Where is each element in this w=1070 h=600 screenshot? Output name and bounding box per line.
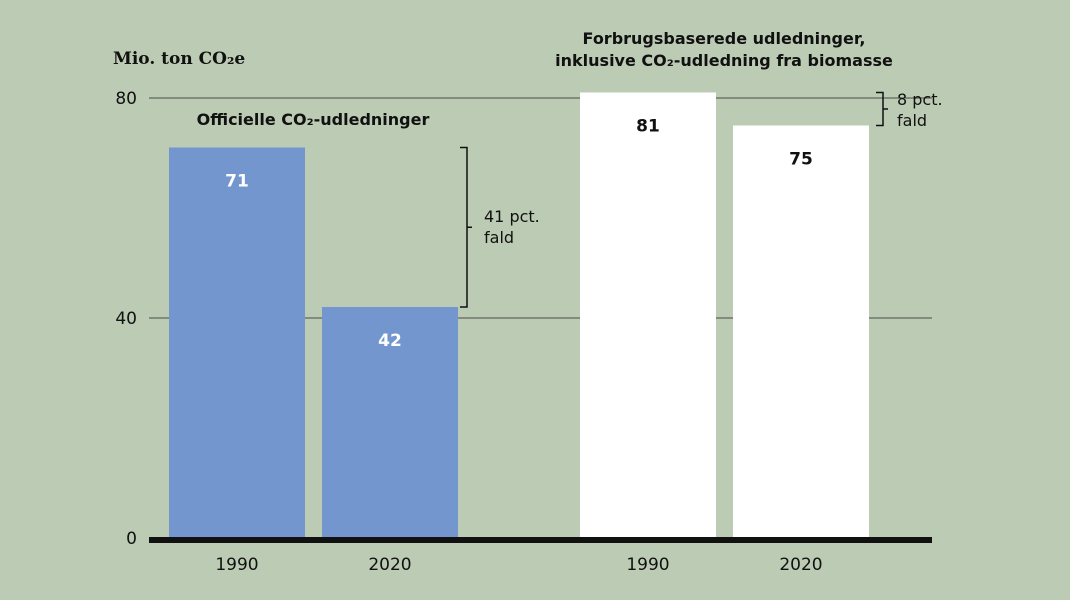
consumption-change-label-line-1: 8 pct. bbox=[897, 90, 943, 109]
consumption-change-label-line-2: fald bbox=[897, 111, 927, 130]
y-axis-unit-label: Mio. ton CO₂e bbox=[113, 49, 245, 69]
value-label-0-2020: 42 bbox=[378, 331, 402, 351]
x-tick-label-1-1990: 1990 bbox=[626, 555, 669, 575]
official-change-label-line-1: 41 pct. bbox=[484, 207, 540, 226]
official-change-bracket bbox=[460, 146, 468, 308]
x-tick-label-0-1990: 1990 bbox=[215, 555, 258, 575]
x-tick-label-0-2020: 2020 bbox=[368, 555, 411, 575]
bar-1-2020 bbox=[733, 125, 869, 538]
bars bbox=[169, 92, 869, 538]
value-label-1-2020: 75 bbox=[789, 150, 813, 170]
y-tick-label-0: 0 bbox=[126, 529, 137, 549]
value-label-1-1990: 81 bbox=[636, 117, 660, 137]
consumption-change-bracket bbox=[876, 91, 884, 127]
value-label-0-1990: 71 bbox=[225, 172, 249, 192]
bar-0-1990 bbox=[169, 147, 305, 538]
group-title-official: Officielle CO₂-udledninger bbox=[197, 110, 430, 129]
y-tick-label-80: 80 bbox=[115, 89, 137, 109]
group-title-consumption-line-2: inklusive CO₂-udledning fra biomasse bbox=[555, 51, 893, 70]
official-change-label-line-2: fald bbox=[484, 228, 514, 247]
bar-1-1990 bbox=[580, 92, 716, 538]
bar-0-2020 bbox=[322, 307, 458, 538]
y-tick-label-40: 40 bbox=[115, 309, 137, 329]
x-tick-label-1-2020: 2020 bbox=[779, 555, 822, 575]
labels: 0 40 80 71 1990 42 2020 81 1990 75 2020 Officielle … bbox=[115, 29, 942, 575]
group-title-consumption-line-1: Forbrugsbaserede udledninger, bbox=[583, 29, 866, 48]
